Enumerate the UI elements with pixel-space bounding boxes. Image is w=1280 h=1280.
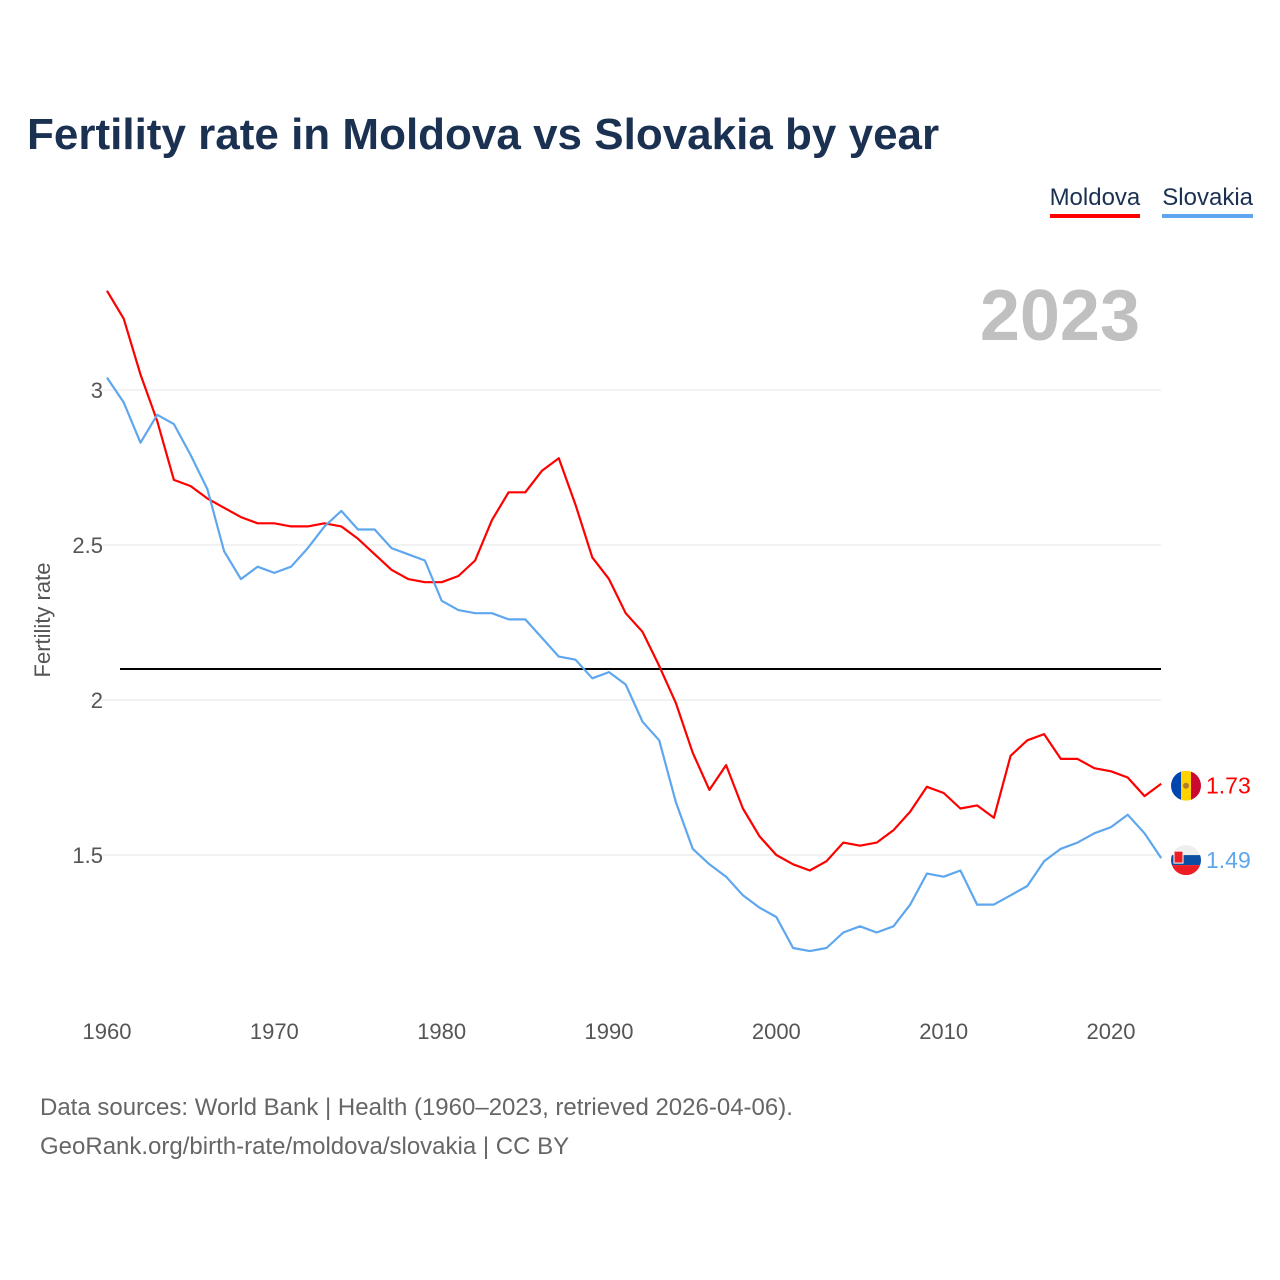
- chart-title: Fertility rate in Moldova vs Slovakia by…: [27, 110, 940, 159]
- legend-slovakia[interactable]: Slovakia: [1162, 184, 1253, 218]
- x-tick-label: 1990: [585, 1019, 634, 1044]
- x-tick-label: 1970: [250, 1019, 299, 1044]
- series-line-moldova: [106, 290, 1162, 872]
- x-tick-label: 2020: [1087, 1019, 1136, 1044]
- end-value-label: 1.73: [1206, 773, 1251, 799]
- flag-stripe: [1191, 770, 1201, 801]
- end-value-label: 1.49: [1206, 847, 1251, 873]
- flag-emblem: [1183, 782, 1189, 789]
- y-tick-label: 3: [91, 378, 103, 403]
- y-tick-label: 2.5: [72, 533, 103, 558]
- flag-stripe: [1171, 845, 1201, 856]
- flag-stripe: [1171, 855, 1201, 866]
- legend: Moldova Slovakia: [1049, 184, 1253, 218]
- series-line-slovakia: [106, 376, 1163, 953]
- flag-stripe: [1171, 770, 1181, 801]
- slovakia-flag-icon: [1171, 845, 1201, 876]
- source-line-1: Data sources: World Bank | Health (1960–…: [40, 1094, 793, 1121]
- flag-emblem: [1173, 850, 1184, 864]
- flag-stripe: [1171, 865, 1201, 876]
- x-tick-label: 2000: [752, 1019, 801, 1044]
- source-note: Data sources: World Bank | Health (1960–…: [40, 1088, 793, 1166]
- source-line-2[interactable]: GeoRank.org/birth-rate/moldova/slovakia …: [40, 1133, 570, 1160]
- y-tick-label: 2: [91, 688, 103, 713]
- x-tick-label: 1960: [83, 1019, 132, 1044]
- y-axis-label: Fertility rate: [30, 563, 55, 678]
- year-watermark: 2023: [980, 276, 1140, 356]
- legend-moldova[interactable]: Moldova: [1049, 184, 1141, 218]
- x-tick-label: 1980: [417, 1019, 466, 1044]
- x-tick-label: 2010: [919, 1019, 968, 1044]
- moldova-flag-icon: [1171, 770, 1201, 801]
- y-tick-label: 1.5: [72, 843, 103, 868]
